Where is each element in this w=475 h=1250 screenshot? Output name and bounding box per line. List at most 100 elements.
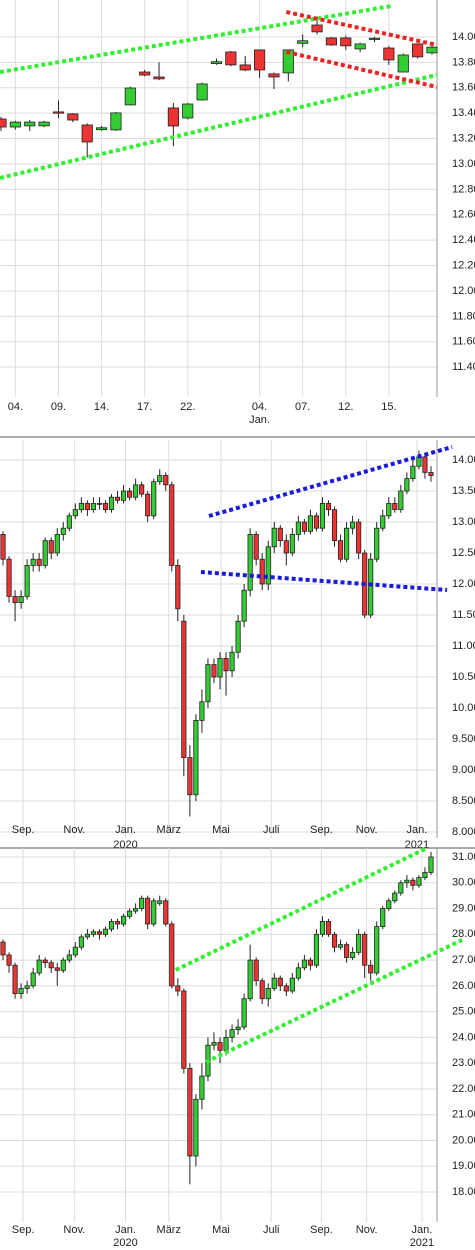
trend-line <box>0 3 393 74</box>
candle-body <box>54 967 60 971</box>
candle-body <box>283 540 289 554</box>
candle-body <box>133 908 139 912</box>
y-tick-label: 13.500 <box>452 485 475 497</box>
candle-body <box>145 493 151 517</box>
candle-body <box>241 589 247 622</box>
y-tick-label: 12.500 <box>452 547 475 559</box>
x-tick-label: Nov. <box>63 1224 85 1236</box>
candle-body <box>428 856 434 873</box>
y-tick-label: 23.000 <box>452 1057 475 1069</box>
candle-body <box>368 37 381 40</box>
x-tick-label: Mai <box>212 1224 230 1236</box>
candle-body <box>6 954 12 966</box>
candle-body <box>254 49 266 71</box>
x-tick-label: Sep. <box>310 824 333 836</box>
candle-body <box>426 46 438 54</box>
panel: 18.000 19.000 20.000 21.000 22.000 23.000 24.0… <box>0 846 475 1249</box>
candle-body <box>157 900 163 904</box>
candle-body <box>12 596 18 604</box>
candle-body <box>187 757 193 796</box>
candle-body <box>66 515 72 529</box>
candle-body <box>229 1029 235 1038</box>
x-tick-label: Nov. <box>356 1224 378 1236</box>
candle-body <box>307 959 313 966</box>
y-tick-label: 18.000 <box>452 1186 475 1198</box>
y-tick-label: 31.000 <box>452 851 475 863</box>
candle-body <box>337 944 344 948</box>
candle-body <box>169 923 175 987</box>
y-tick-label: 19.000 <box>452 1160 475 1172</box>
candle-body <box>313 933 320 966</box>
candle-body <box>217 658 223 678</box>
candle-body <box>167 107 179 127</box>
x-tick-label: Juli <box>263 1224 280 1236</box>
candle-body <box>331 509 338 542</box>
x-tick-label: Nov. <box>356 824 378 836</box>
candle-body <box>340 37 352 47</box>
candle-body <box>72 946 78 956</box>
candle-body <box>247 534 253 591</box>
candle-body <box>84 933 90 938</box>
candle-body <box>9 121 21 128</box>
y-tick-label: 22.000 <box>452 1083 475 1095</box>
candle-body <box>422 872 428 879</box>
candle-body <box>241 998 247 1028</box>
x-tick-label: Sep. <box>12 1224 35 1236</box>
candle-body <box>295 521 301 535</box>
candle-body <box>223 658 229 672</box>
trend-line <box>285 49 438 89</box>
candle-body <box>96 931 103 935</box>
candle-body <box>175 985 181 992</box>
candle-body <box>110 112 122 131</box>
candle-body <box>24 121 36 127</box>
candle-body <box>386 503 392 517</box>
candle-body <box>30 558 36 566</box>
trend-line <box>0 72 438 180</box>
candle-body <box>325 921 332 935</box>
y-tick-label: 12.000 <box>452 578 475 590</box>
candle-body <box>30 972 36 987</box>
y-tick-label: 10.000 <box>452 702 475 714</box>
x-tick-label: 09. <box>51 401 66 413</box>
x-tick-label: 07. <box>295 401 310 413</box>
candle-body <box>52 111 65 114</box>
x-tick-label: Mai <box>212 824 230 836</box>
candle-body <box>422 456 428 473</box>
candle-body <box>153 76 165 80</box>
candle-body <box>42 540 48 566</box>
candle-body <box>60 527 66 535</box>
candle-body <box>428 472 434 476</box>
candle-body <box>108 496 115 511</box>
candle-body <box>84 503 90 511</box>
x-tick-label: Nov. <box>63 824 85 836</box>
candle-body <box>205 664 211 703</box>
candle-body <box>199 701 205 721</box>
candle-body <box>354 43 366 50</box>
candle-body <box>151 900 157 925</box>
candle-body <box>368 964 374 974</box>
candle-body <box>356 521 362 554</box>
candle-body <box>301 521 307 532</box>
y-tick-label: 24.000 <box>452 1031 475 1043</box>
candle-body <box>235 620 241 653</box>
candle-body <box>120 490 127 501</box>
x-tick-label: 04. <box>8 401 23 413</box>
candle-body <box>139 897 145 909</box>
candle-body <box>398 882 404 894</box>
candle-body <box>398 490 404 511</box>
y-tick-label: 27.000 <box>452 954 475 966</box>
candle-body <box>289 977 295 992</box>
candle-body <box>374 926 380 974</box>
candle-body <box>311 24 323 33</box>
candle-body <box>337 540 344 560</box>
candle-body <box>0 534 6 560</box>
candle-body <box>193 1098 199 1157</box>
candle-body <box>127 910 133 917</box>
y-tick-label: 13.000 <box>452 516 475 528</box>
candle-body <box>18 988 24 994</box>
candle-body <box>145 897 151 925</box>
candle-body <box>139 484 145 495</box>
candle-body <box>225 51 237 66</box>
candle-body <box>6 558 12 597</box>
candle-body <box>344 527 350 560</box>
